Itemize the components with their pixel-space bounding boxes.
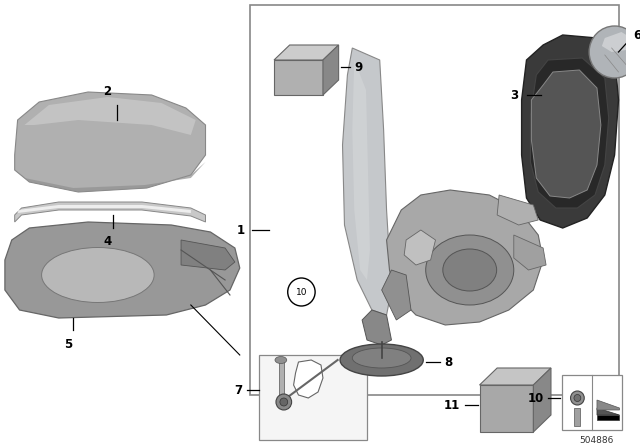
Text: 6: 6	[633, 29, 640, 42]
Ellipse shape	[276, 394, 292, 410]
Text: 8: 8	[444, 356, 452, 369]
Ellipse shape	[570, 391, 584, 405]
Polygon shape	[533, 368, 551, 432]
Text: 504886: 504886	[579, 435, 613, 444]
Polygon shape	[323, 45, 339, 95]
Polygon shape	[15, 92, 205, 192]
Text: 4: 4	[104, 235, 112, 248]
Bar	[250, 5, 620, 395]
Polygon shape	[597, 415, 620, 420]
Bar	[562, 375, 623, 430]
Text: 7: 7	[235, 383, 243, 396]
Polygon shape	[362, 310, 392, 345]
Ellipse shape	[443, 249, 497, 291]
Ellipse shape	[275, 357, 287, 363]
Polygon shape	[514, 235, 546, 270]
Text: 11: 11	[444, 399, 460, 412]
Polygon shape	[479, 368, 551, 385]
Polygon shape	[479, 385, 533, 432]
Polygon shape	[294, 360, 323, 398]
Bar	[259, 355, 367, 440]
Polygon shape	[497, 195, 538, 225]
Text: 1: 1	[237, 224, 244, 237]
Polygon shape	[15, 202, 205, 222]
Polygon shape	[387, 190, 543, 325]
Polygon shape	[404, 230, 435, 265]
Polygon shape	[597, 408, 620, 415]
Polygon shape	[15, 162, 205, 192]
Polygon shape	[342, 48, 392, 315]
Polygon shape	[597, 400, 620, 410]
Polygon shape	[352, 60, 370, 280]
Polygon shape	[531, 58, 609, 208]
Text: 5: 5	[65, 338, 72, 351]
Polygon shape	[602, 32, 631, 52]
Polygon shape	[274, 45, 339, 60]
Polygon shape	[522, 35, 618, 228]
Ellipse shape	[340, 344, 423, 376]
Ellipse shape	[426, 235, 514, 305]
Text: 2: 2	[104, 85, 112, 98]
Polygon shape	[5, 222, 240, 318]
Ellipse shape	[589, 26, 640, 78]
Bar	[279, 360, 284, 398]
Text: 9: 9	[355, 60, 362, 73]
Ellipse shape	[280, 398, 288, 406]
Ellipse shape	[352, 348, 411, 368]
Bar	[575, 408, 580, 426]
Polygon shape	[531, 70, 601, 198]
Text: 10: 10	[296, 288, 307, 297]
Text: 3: 3	[511, 89, 518, 102]
Polygon shape	[18, 205, 191, 213]
Polygon shape	[381, 270, 411, 320]
Text: 10: 10	[528, 392, 544, 405]
Polygon shape	[274, 60, 323, 95]
Circle shape	[288, 278, 315, 306]
Polygon shape	[181, 240, 235, 270]
Polygon shape	[24, 97, 196, 135]
Ellipse shape	[574, 395, 581, 401]
Ellipse shape	[42, 247, 154, 302]
